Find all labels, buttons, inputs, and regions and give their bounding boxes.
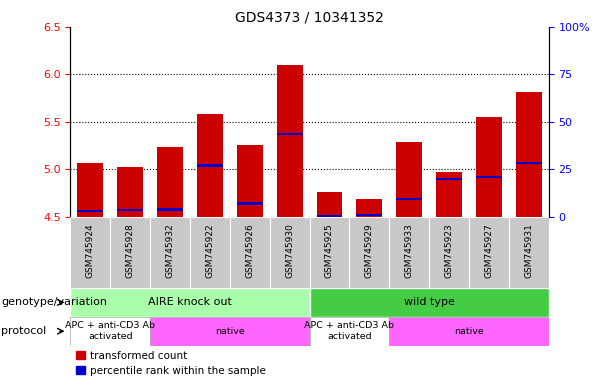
Text: wild type: wild type: [404, 297, 454, 308]
Bar: [110, 217, 150, 288]
Text: GSM745927: GSM745927: [484, 224, 493, 278]
Bar: [77, 163, 104, 217]
Bar: [77, 210, 104, 212]
Bar: [389, 317, 549, 346]
Bar: [349, 217, 389, 288]
Bar: [436, 172, 462, 217]
Bar: [316, 192, 343, 217]
Bar: [356, 214, 383, 216]
Bar: [429, 217, 469, 288]
Bar: [476, 117, 502, 217]
Text: genotype/variation: genotype/variation: [1, 297, 107, 308]
Bar: [389, 217, 429, 288]
Bar: [316, 215, 343, 217]
Text: GSM745929: GSM745929: [365, 224, 374, 278]
Bar: [237, 202, 263, 205]
Bar: [310, 288, 549, 317]
Text: GSM745928: GSM745928: [126, 224, 135, 278]
Text: GSM745930: GSM745930: [285, 223, 294, 278]
Text: native: native: [215, 327, 245, 336]
Bar: [150, 317, 310, 346]
Bar: [270, 217, 310, 288]
Text: GSM745923: GSM745923: [444, 224, 454, 278]
Bar: [70, 217, 110, 288]
Bar: [197, 114, 223, 217]
Text: AIRE knock out: AIRE knock out: [148, 297, 232, 308]
Text: APC + anti-CD3 Ab
activated: APC + anti-CD3 Ab activated: [66, 321, 155, 341]
Bar: [117, 209, 143, 212]
Title: GDS4373 / 10341352: GDS4373 / 10341352: [235, 10, 384, 24]
Bar: [516, 162, 542, 164]
Bar: [310, 217, 349, 288]
Text: GSM745925: GSM745925: [325, 224, 334, 278]
Text: GSM745922: GSM745922: [205, 224, 215, 278]
Bar: [509, 217, 549, 288]
Bar: [469, 217, 509, 288]
Bar: [197, 164, 223, 167]
Bar: [237, 145, 263, 217]
Bar: [310, 317, 389, 346]
Bar: [476, 176, 502, 178]
Bar: [157, 147, 183, 217]
Bar: [117, 167, 143, 217]
Bar: [150, 217, 190, 288]
Bar: [276, 65, 303, 217]
Bar: [276, 133, 303, 136]
Bar: [157, 208, 183, 210]
Bar: [396, 142, 422, 217]
Bar: [70, 288, 310, 317]
Text: native: native: [454, 327, 484, 336]
Bar: [190, 217, 230, 288]
Text: GSM745926: GSM745926: [245, 224, 254, 278]
Text: GSM745931: GSM745931: [524, 223, 533, 278]
Legend: transformed count, percentile rank within the sample: transformed count, percentile rank withi…: [75, 351, 266, 376]
Text: GSM745932: GSM745932: [166, 224, 175, 278]
Bar: [70, 317, 150, 346]
Bar: [230, 217, 270, 288]
Bar: [356, 199, 383, 217]
Text: GSM745933: GSM745933: [405, 223, 414, 278]
Text: GSM745924: GSM745924: [86, 224, 95, 278]
Bar: [436, 178, 462, 180]
Text: protocol: protocol: [1, 326, 47, 336]
Bar: [396, 198, 422, 200]
Bar: [516, 91, 542, 217]
Text: APC + anti-CD3 Ab
activated: APC + anti-CD3 Ab activated: [305, 321, 394, 341]
